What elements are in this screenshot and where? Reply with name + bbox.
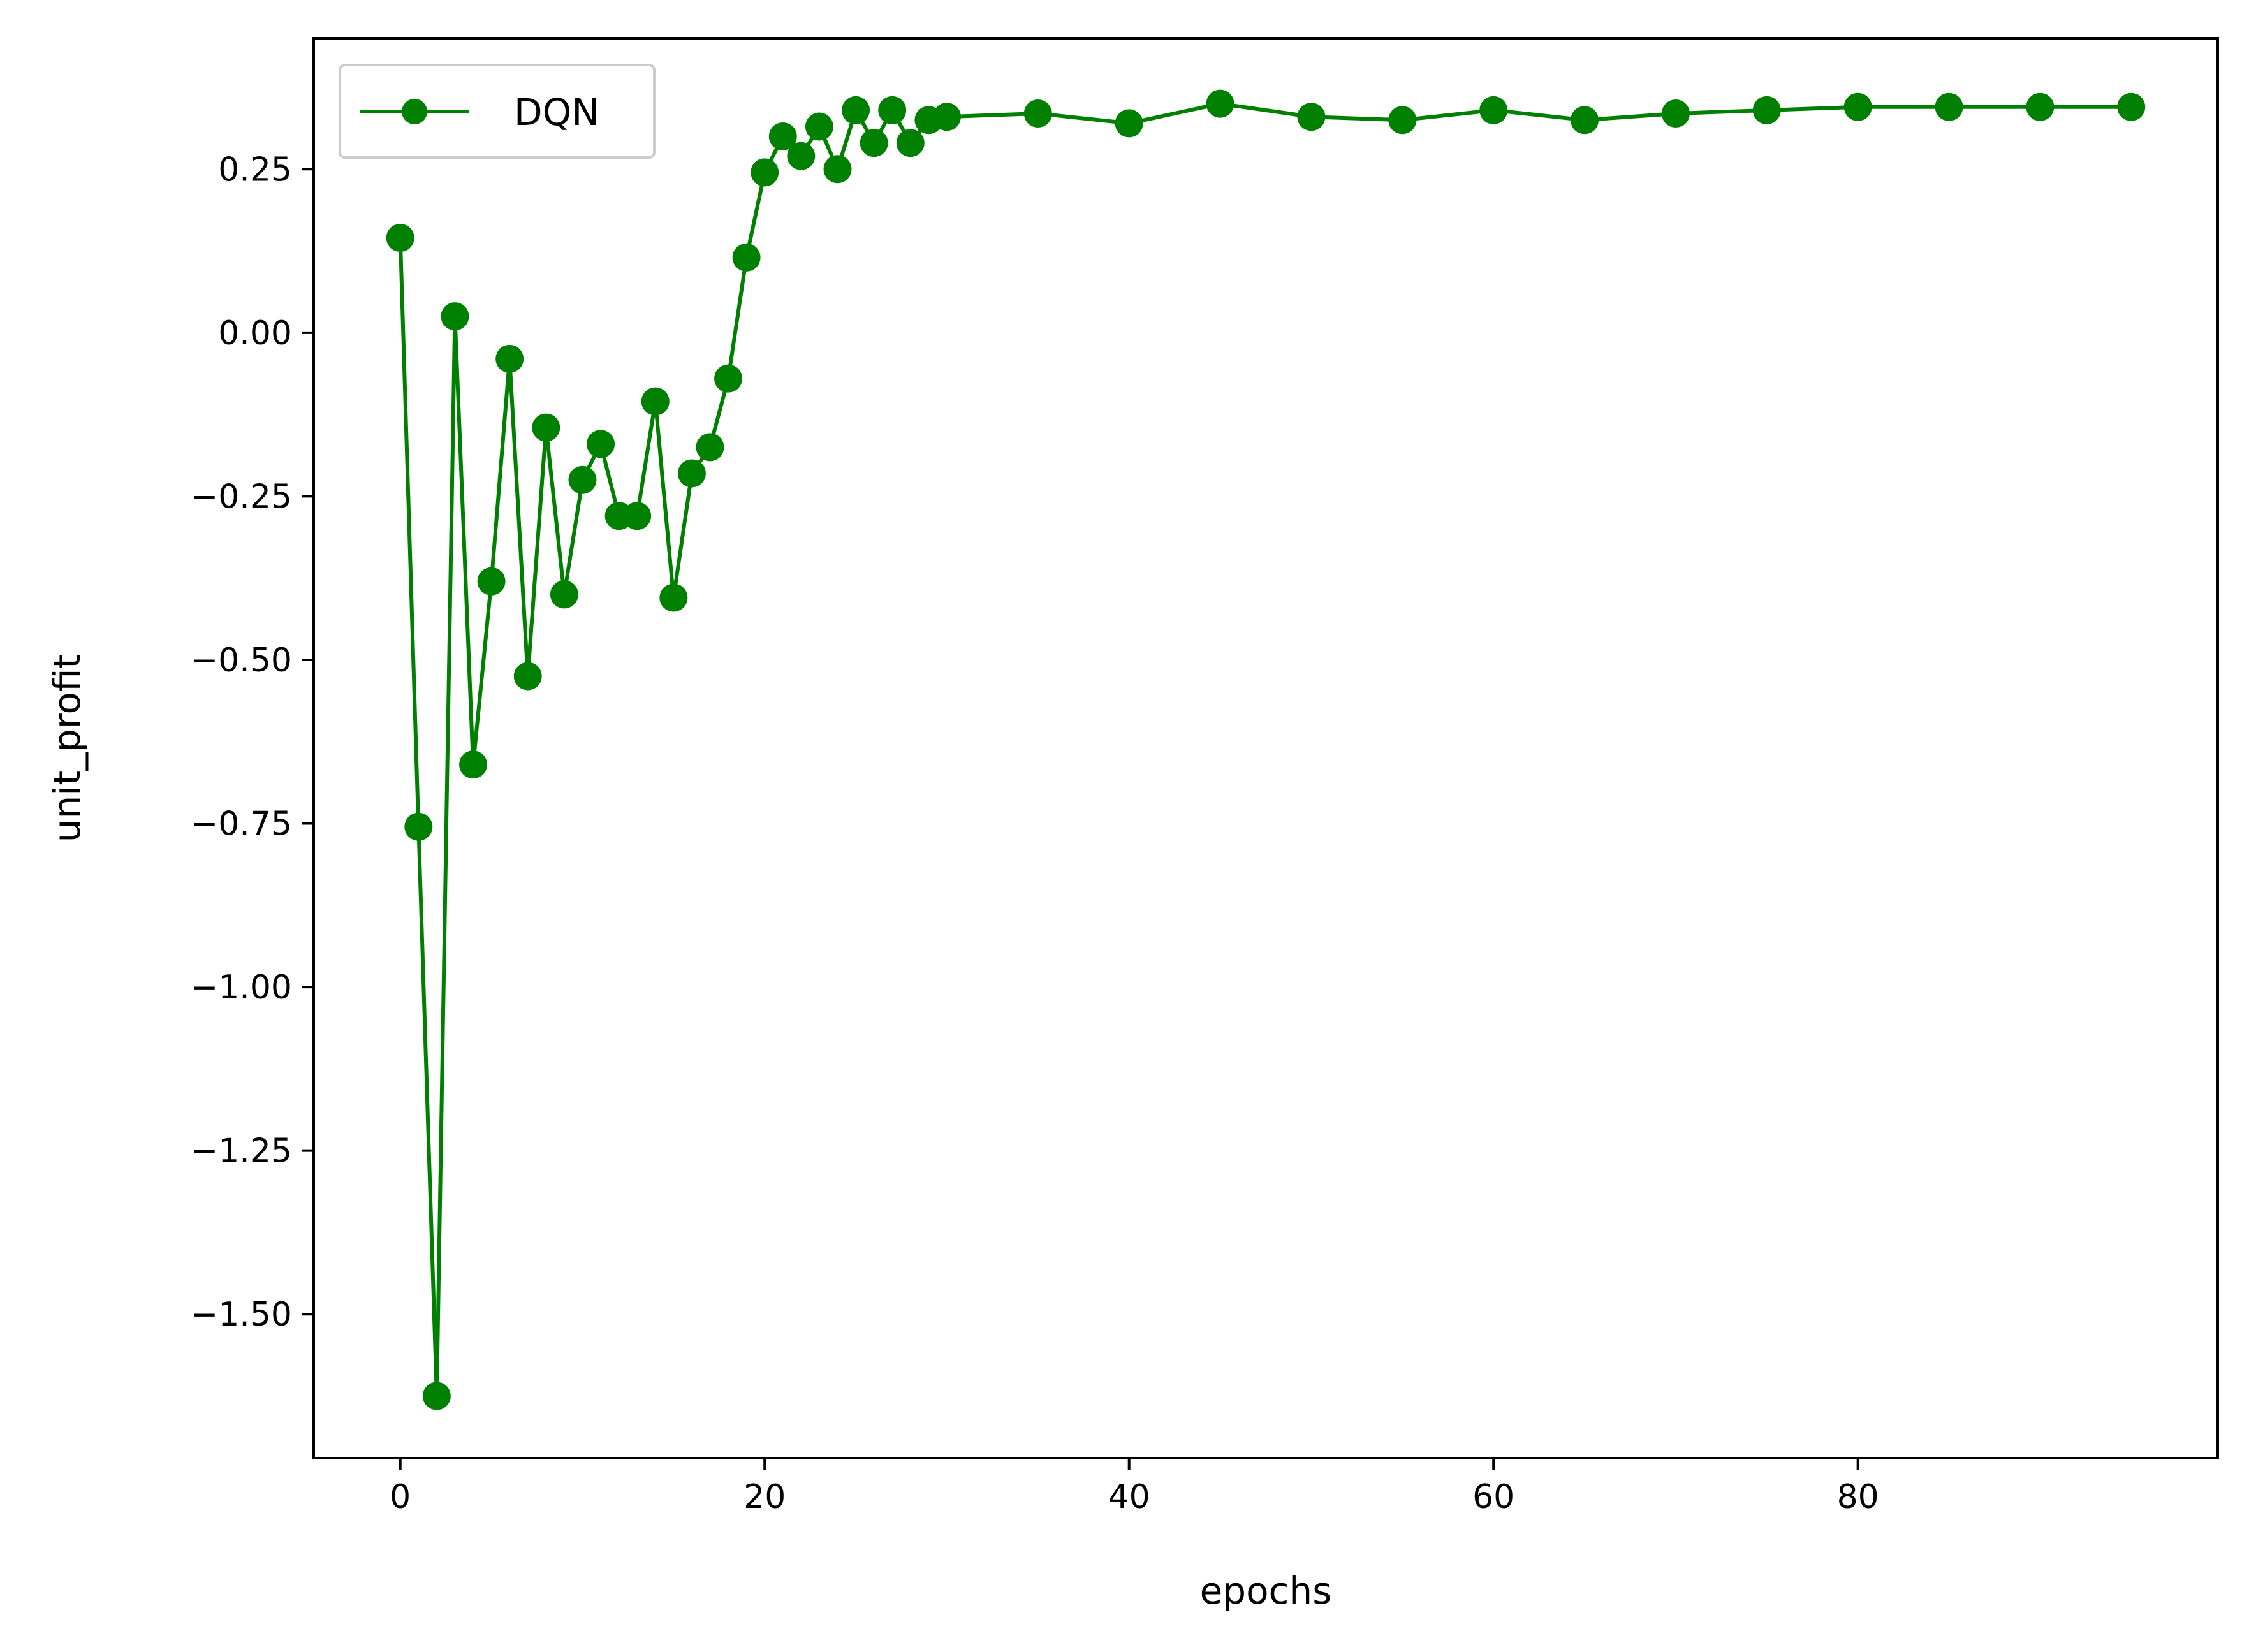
data-point [641, 387, 670, 416]
data-point [495, 344, 524, 373]
data-point [441, 302, 469, 331]
data-point [1571, 106, 1599, 135]
plot-area-frame [312, 37, 2219, 1459]
y-tick-label: −1.25 [191, 1132, 292, 1171]
data-point [404, 812, 433, 841]
data-point [768, 122, 797, 150]
data-point [805, 112, 833, 141]
y-tick-label: 0.25 [218, 150, 292, 189]
data-point [587, 430, 615, 458]
legend-box [339, 64, 656, 159]
data-point [787, 142, 816, 170]
data-point [1115, 109, 1143, 138]
data-point [386, 224, 414, 252]
data-point [1023, 99, 1052, 128]
data-point [751, 158, 779, 187]
data-point [1388, 106, 1417, 135]
y-tick-label: −0.25 [191, 478, 292, 516]
data-point [714, 364, 743, 393]
legend-label-dqn: DQN [514, 91, 599, 134]
data-point [878, 96, 907, 124]
y-tick-label: −0.75 [191, 805, 292, 844]
data-point [422, 1382, 451, 1410]
ticks-layer: 0 20 40 60 80 0.25 0.00 −0.25 −0.50 −0.75 −1.00 −1.… [191, 150, 1879, 1516]
x-tick-label: 40 [1108, 1478, 1150, 1516]
data-point [1479, 96, 1508, 124]
data-point [623, 502, 652, 530]
data-point [1297, 103, 1326, 131]
data-point [860, 129, 888, 157]
data-point [568, 465, 597, 494]
legend-marker-swatch [402, 99, 427, 124]
data-point [659, 583, 688, 612]
y-tick-label: −1.00 [191, 969, 292, 1007]
data-point [2117, 92, 2146, 121]
data-point [696, 433, 724, 462]
x-tick-label: 80 [1837, 1478, 1879, 1516]
data-point [1752, 96, 1781, 124]
x-tick-label: 20 [744, 1478, 786, 1516]
data-point [932, 103, 961, 131]
data-point [1935, 92, 1963, 121]
x-axis-label: epochs [1200, 1569, 1332, 1612]
data-point [477, 567, 506, 596]
data-point [1206, 89, 1234, 118]
y-tick-label: −1.50 [191, 1296, 292, 1334]
data-point [532, 413, 560, 442]
data-point [823, 155, 852, 184]
data-point [842, 96, 870, 124]
data-point [459, 750, 488, 779]
x-tick-label: 0 [390, 1478, 411, 1516]
data-point [550, 580, 578, 609]
data-point [513, 662, 542, 691]
legend: DQN [339, 64, 656, 159]
x-tick-label: 60 [1472, 1478, 1514, 1516]
y-tick-label: −0.50 [191, 641, 292, 680]
data-point [896, 129, 925, 157]
series-layer [386, 89, 2146, 1410]
data-point [1661, 99, 1690, 128]
data-point [732, 243, 761, 272]
y-axis-label: unit_profit [45, 654, 89, 843]
data-point [2026, 92, 2055, 121]
data-point [677, 459, 706, 488]
y-tick-label: 0.00 [218, 314, 292, 353]
data-point [1843, 92, 1872, 121]
